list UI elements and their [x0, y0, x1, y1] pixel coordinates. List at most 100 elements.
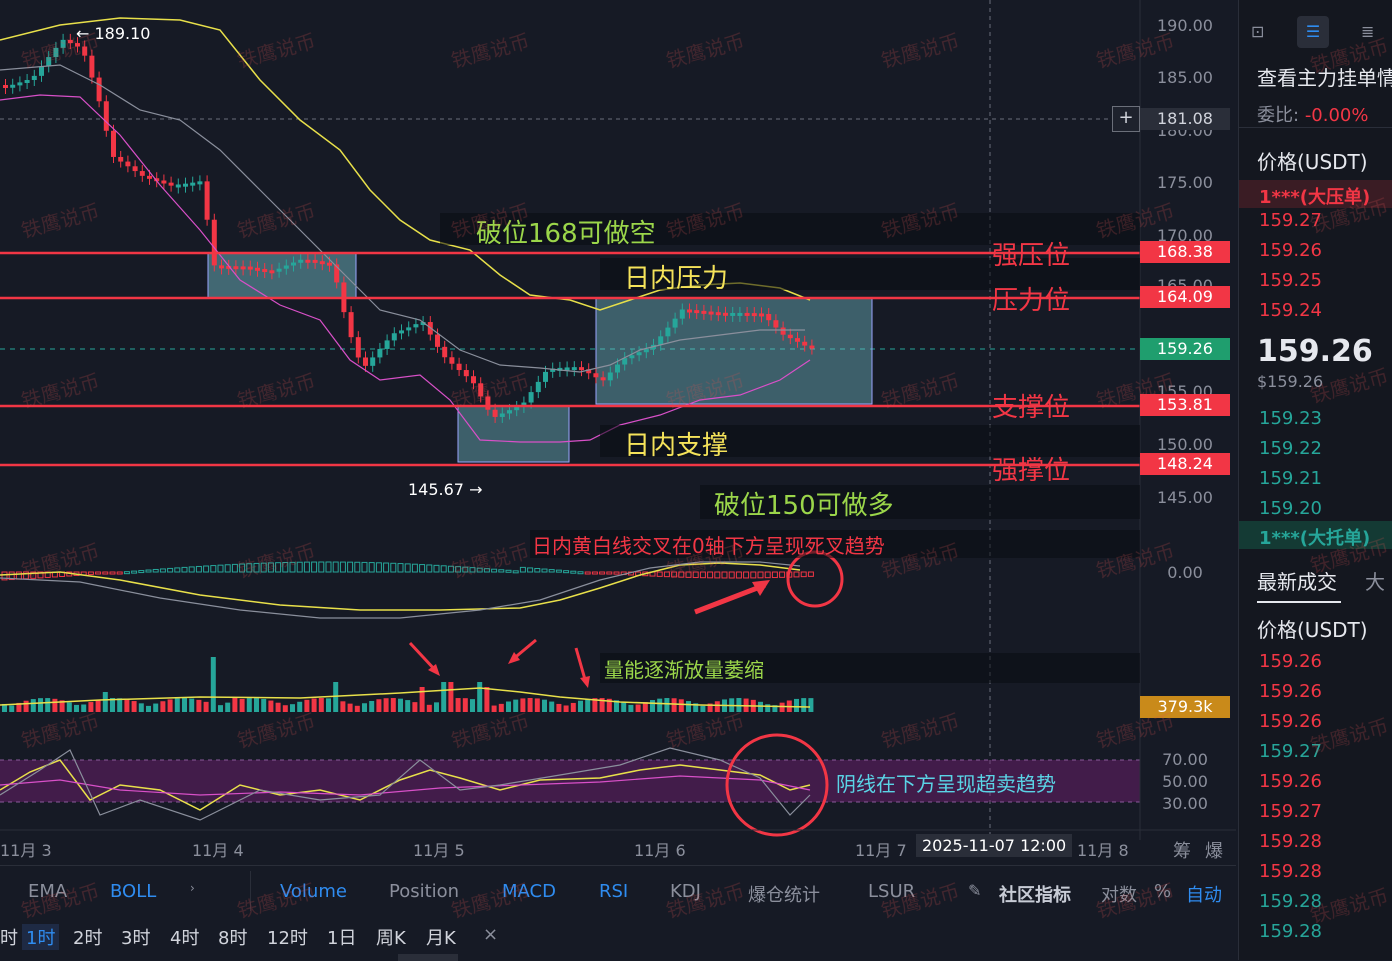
volume-bar [333, 682, 339, 712]
macd-bar [779, 571, 786, 578]
level-tag-164: 164.09 [1140, 286, 1230, 308]
macd-bar [131, 570, 138, 574]
percent-scale-toggle[interactable]: % [1154, 881, 1172, 902]
volume-bar [340, 701, 346, 712]
candle-body [168, 182, 174, 186]
macd-bar [563, 570, 570, 574]
consolidation-box-1 [207, 252, 357, 299]
volume-bar [318, 698, 324, 712]
tf-12h[interactable]: 12时 [267, 928, 308, 949]
tab-large-trades[interactable]: 大 [1365, 570, 1385, 594]
auto-scale-toggle[interactable]: 自动 [1186, 885, 1222, 906]
volume-bar [534, 698, 540, 712]
tab-rsi[interactable]: RSI [599, 881, 629, 902]
current-price-tag: 159.26 [1140, 338, 1230, 360]
tab-position[interactable]: Position [389, 881, 460, 902]
macd-bar [743, 571, 750, 579]
break-short-note: 破位168可做空 [476, 219, 656, 249]
macd-bar [750, 571, 757, 579]
orderbook-view-icon[interactable]: ☰ [1297, 16, 1329, 48]
ask-row[interactable]: 159.25 [1259, 270, 1322, 291]
bid-row[interactable]: 159.20 [1259, 498, 1322, 519]
liquidation-button[interactable]: 爆 [1205, 841, 1223, 862]
macd-bar [30, 571, 37, 579]
candle-body [492, 409, 498, 417]
volume-bar [498, 703, 504, 712]
chip-button[interactable]: 筹 [1173, 841, 1191, 862]
tf-2h[interactable]: 2时 [73, 928, 103, 949]
add-alert-button[interactable]: + [1112, 106, 1140, 132]
macd-histogram [1, 561, 814, 581]
tab-boll[interactable]: BOLL [110, 881, 157, 902]
tf-month[interactable]: 月K [426, 928, 456, 949]
macd-bar [671, 571, 678, 578]
tab-more-icon[interactable]: › [190, 881, 195, 895]
trade-row: 159.28 [1259, 921, 1322, 942]
volume-bar [650, 700, 655, 712]
y-tick-145: 145.00 [1157, 488, 1213, 507]
macd-bar [440, 565, 447, 573]
macd-bar [606, 571, 613, 575]
candle-body [60, 39, 66, 48]
layout-icon[interactable]: ⊡ [1251, 22, 1265, 41]
candle-body [413, 324, 419, 328]
macd-bar [390, 562, 397, 573]
close-icon[interactable]: × [483, 924, 499, 945]
tf-week[interactable]: 周K [376, 928, 406, 949]
volume-bar [124, 699, 130, 712]
price-chart[interactable] [0, 0, 1236, 865]
macd-bar [159, 568, 166, 573]
volume-bar [585, 699, 591, 712]
macd-bar [210, 565, 217, 573]
main-orders-title[interactable]: 查看主力挂单情 [1257, 66, 1392, 90]
tab-latest-trades[interactable]: 最新成交 [1257, 570, 1337, 594]
ask-row[interactable]: 159.26 [1259, 240, 1322, 261]
log-scale-toggle[interactable]: 对数 [1101, 885, 1137, 906]
list-view-icon[interactable]: ≣ [1361, 22, 1375, 41]
candle-body [730, 312, 736, 316]
community-indicators[interactable]: 社区指标 [999, 885, 1071, 906]
tf-4h[interactable]: 4时 [170, 928, 200, 949]
candle-body [161, 180, 167, 184]
volume-bar [138, 703, 144, 712]
candle-body [132, 166, 138, 172]
bid-row[interactable]: 159.22 [1259, 438, 1322, 459]
tf-3h[interactable]: 3时 [121, 928, 151, 949]
volume-bar [110, 698, 115, 712]
tf-8h[interactable]: 8时 [218, 928, 248, 949]
tf-1h[interactable]: 1时 [22, 924, 60, 950]
tab-liquidation[interactable]: 爆仓统计 [748, 885, 820, 906]
macd-bar [339, 561, 346, 573]
tab-volume[interactable]: Volume [280, 881, 347, 902]
bid-row[interactable]: 159.23 [1259, 408, 1322, 429]
candle-body [787, 334, 793, 339]
resize-handle[interactable] [398, 954, 458, 961]
ask-row[interactable]: 159.27 [1259, 210, 1322, 231]
tab-ema[interactable]: EMA [28, 881, 68, 902]
candle-body [773, 320, 779, 328]
tf-1d[interactable]: 1日 [327, 928, 357, 949]
bid-row[interactable]: 159.21 [1259, 468, 1322, 489]
tab-lsur[interactable]: LSUR [868, 881, 916, 902]
volume-bar [210, 657, 216, 712]
x-label-nov5: 11月 5 [413, 841, 465, 860]
volume-bar [707, 703, 713, 712]
volume-bar [189, 698, 195, 712]
chart-area[interactable]: 190.00 185.00 180.00 175.00 170.00 165.0… [0, 0, 1236, 865]
edit-icon[interactable]: ✎ [968, 881, 982, 900]
candle-body [96, 77, 102, 102]
macd-bar [577, 571, 584, 575]
candle-body [240, 266, 246, 270]
tab-kdj[interactable]: KDJ [670, 881, 701, 902]
candle-body [125, 161, 131, 167]
macd-bar [383, 562, 390, 573]
macd-bar [707, 571, 714, 579]
tab-macd[interactable]: MACD [502, 881, 556, 902]
macd-bar [123, 571, 130, 575]
tf-hour-partial[interactable]: 时 [0, 928, 18, 949]
ask-row[interactable]: 159.24 [1259, 300, 1322, 321]
candle-body [571, 367, 577, 371]
macd-bar [584, 571, 591, 575]
candle-body [355, 337, 361, 358]
volume-bar [455, 698, 461, 712]
